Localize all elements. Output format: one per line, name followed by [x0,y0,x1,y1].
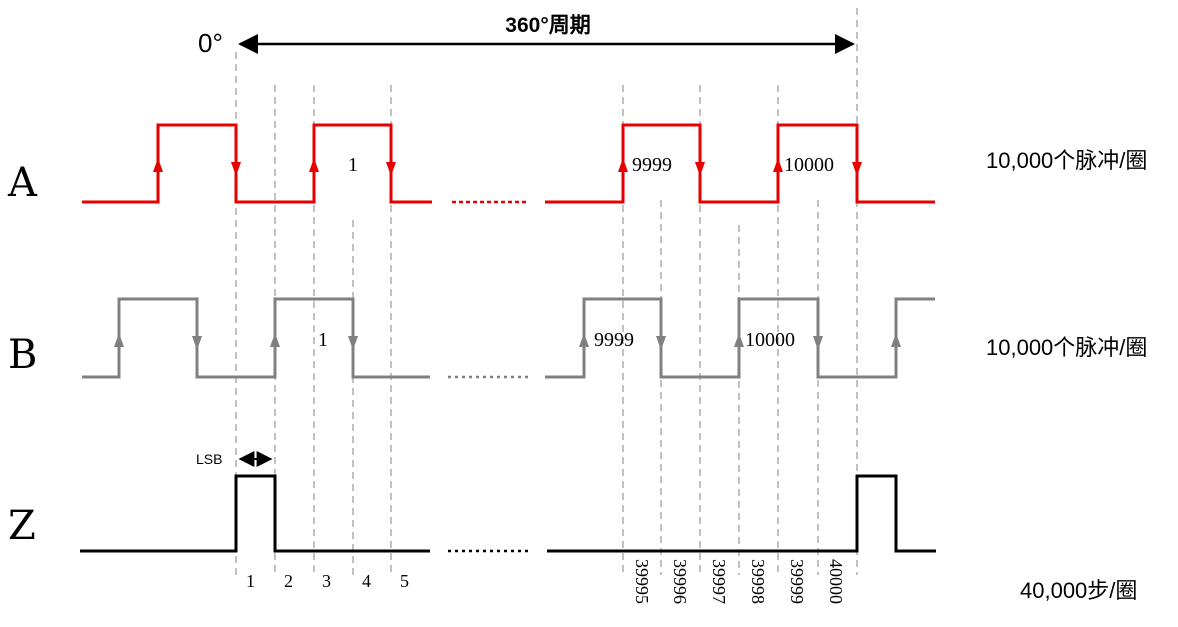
arrow-up-icon [618,158,628,172]
step-number: 40000 [826,559,846,604]
zero-degree-label: 0° [198,28,223,58]
step-number: 3 [322,571,331,591]
arrow-up-icon [309,158,319,172]
arrow-down-icon [386,162,396,176]
arrow-up-icon [891,333,901,347]
arrow-up-icon [773,158,783,172]
arrow-down-icon [656,336,666,350]
steps-end: 39995 39996 39997 39998 39999 40000 [632,559,846,604]
channel-b-label: B [8,332,37,378]
arrow-down-icon [695,162,705,176]
step-number: 39998 [748,559,768,604]
dashed-guide-lines [235,8,858,575]
channel-a-waveform-right [545,123,935,204]
channel-a-pulse-label: 10000 [784,154,834,176]
channel-b-pulse-label: 1 [318,329,328,351]
channel-a-pulse-label: 1 [348,154,358,176]
arrow-up-icon [153,158,163,172]
channel-a-waveform-left [82,123,432,204]
channel-a-pulse-label: 9999 [632,154,672,176]
arrow-down-icon [813,336,823,350]
period-label: 360°周期 [505,14,590,37]
channel-z-rate-label: 40,000步/圈 [1020,578,1137,603]
lsb-label: LSB [196,451,222,467]
arrow-down-icon [231,162,241,176]
step-number: 5 [400,571,409,591]
steps-start: 1 2 3 4 5 [246,571,409,591]
arrow-up-icon [270,333,280,347]
step-number: 2 [284,571,293,591]
channel-b-rate-label: 10,000个脉冲/圈 [986,335,1147,360]
step-number: 39997 [709,559,729,604]
channel-z-waveform-right [547,474,936,553]
step-number: 39999 [787,559,807,604]
channel-b-waveform-left [82,297,430,379]
step-number: 39996 [670,559,690,604]
channel-a-edge-arrows [153,158,862,176]
step-number: 1 [246,571,255,591]
step-number: 39995 [632,559,652,604]
channel-a-rate-label: 10,000个脉冲/圈 [986,148,1147,173]
arrow-down-icon [192,336,202,350]
arrow-down-icon [852,162,862,176]
channel-z-label: Z [8,503,36,549]
arrow-down-icon [348,336,358,350]
channel-b-pulse-label: 9999 [594,329,634,351]
arrow-up-icon [114,333,124,347]
arrow-up-icon [579,333,589,347]
arrow-up-icon [734,333,744,347]
channel-b-pulse-label: 10000 [745,329,795,351]
channel-b-edge-arrows [114,333,901,350]
channel-a-label: A [7,160,38,206]
channel-z-waveform-left [80,474,430,553]
step-number: 4 [362,571,371,591]
